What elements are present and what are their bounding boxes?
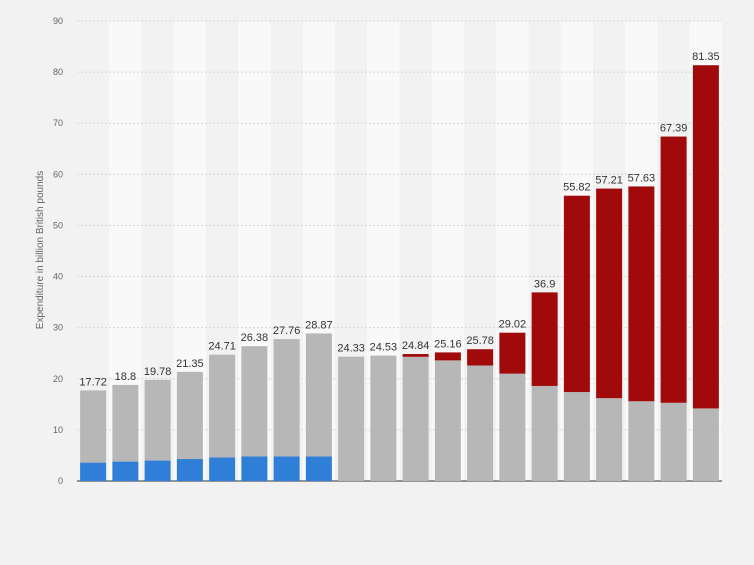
data-label: 57.63 bbox=[628, 172, 656, 184]
bar-segment-grey[interactable] bbox=[144, 379, 171, 461]
bar-segment-red[interactable] bbox=[660, 136, 687, 403]
y-axis-ticks: 0 10 20 30 40 50 60 70 80 90 bbox=[53, 16, 63, 486]
y-tick-label: 40 bbox=[53, 272, 63, 282]
bar-segment-grey[interactable] bbox=[434, 360, 461, 481]
y-tick-label: 30 bbox=[53, 323, 63, 333]
data-label: 27.76 bbox=[273, 325, 301, 337]
bar-segment-grey[interactable] bbox=[176, 371, 203, 460]
data-label: 25.78 bbox=[466, 335, 494, 347]
bar-segment-grey[interactable] bbox=[209, 354, 236, 458]
data-label: 57.21 bbox=[595, 175, 623, 187]
data-label: 24.84 bbox=[402, 340, 430, 352]
data-label: 36.9 bbox=[534, 278, 555, 290]
y-axis-label: Expenditure in billion British pounds bbox=[35, 171, 46, 329]
bar-segment-blue[interactable] bbox=[80, 462, 107, 481]
data-label: 21.35 bbox=[176, 358, 204, 370]
bar-segment-grey[interactable] bbox=[241, 346, 268, 457]
bar-segment-red[interactable] bbox=[467, 349, 494, 366]
bar-segment-grey[interactable] bbox=[112, 384, 139, 462]
data-labels: 17.72 18.8 19.78 21.35 24.71 26.38 27.76 28.87 2… bbox=[79, 51, 719, 388]
bars bbox=[80, 65, 719, 481]
data-label: 29.02 bbox=[499, 319, 527, 331]
bar-segment-red[interactable] bbox=[531, 292, 558, 386]
y-tick-label: 20 bbox=[53, 374, 63, 384]
bar-segment-blue[interactable] bbox=[305, 456, 332, 481]
bar-segment-red[interactable] bbox=[628, 186, 655, 402]
bar-segment-grey[interactable] bbox=[402, 356, 429, 481]
bar-segment-blue[interactable] bbox=[176, 459, 203, 481]
bar-segment-red[interactable] bbox=[563, 195, 590, 393]
y-tick-label: 70 bbox=[53, 118, 63, 128]
bar-segment-grey[interactable] bbox=[305, 333, 332, 457]
bar-segment-grey[interactable] bbox=[338, 356, 365, 481]
bar-segment-red[interactable] bbox=[596, 188, 623, 399]
bar-segment-blue[interactable] bbox=[273, 456, 300, 481]
bar-segment-grey[interactable] bbox=[596, 398, 623, 481]
bar-segment-grey[interactable] bbox=[660, 402, 687, 481]
y-tick-label: 10 bbox=[53, 425, 63, 435]
y-tick-label: 80 bbox=[53, 67, 63, 77]
bar-segment-grey[interactable] bbox=[531, 385, 558, 481]
bar-segment-grey[interactable] bbox=[692, 408, 719, 481]
bar-segment-grey[interactable] bbox=[499, 373, 526, 481]
bar-segment-red[interactable] bbox=[692, 65, 719, 409]
data-label: 55.82 bbox=[563, 182, 591, 194]
bar-segment-red[interactable] bbox=[499, 332, 526, 374]
bar-segment-grey[interactable] bbox=[628, 401, 655, 481]
y-tick-label: 60 bbox=[53, 169, 63, 179]
data-label: 24.71 bbox=[208, 341, 236, 353]
bar-segment-blue[interactable] bbox=[241, 456, 268, 481]
data-label: 24.53 bbox=[370, 342, 398, 354]
data-label: 26.38 bbox=[241, 332, 269, 344]
bar-segment-blue[interactable] bbox=[209, 457, 236, 481]
bar-segment-grey[interactable] bbox=[467, 365, 494, 481]
y-tick-label: 0 bbox=[58, 476, 63, 486]
data-label: 19.78 bbox=[144, 366, 172, 378]
bar-segment-blue[interactable] bbox=[144, 460, 171, 481]
data-label: 81.35 bbox=[692, 51, 720, 63]
bar-segment-grey[interactable] bbox=[273, 339, 300, 457]
bar-segment-blue[interactable] bbox=[112, 461, 139, 481]
bar-segment-red[interactable] bbox=[434, 352, 461, 361]
bar-segment-grey[interactable] bbox=[80, 390, 107, 463]
data-label: 24.33 bbox=[337, 343, 365, 355]
data-label: 17.72 bbox=[79, 376, 107, 388]
data-label: 67.39 bbox=[660, 123, 688, 135]
bar-segment-grey[interactable] bbox=[370, 355, 397, 481]
bar-segment-red[interactable] bbox=[402, 354, 429, 357]
bar-segment-grey[interactable] bbox=[563, 392, 590, 481]
y-tick-label: 50 bbox=[53, 220, 63, 230]
data-label: 25.16 bbox=[434, 338, 462, 350]
data-label: 18.8 bbox=[115, 371, 136, 383]
data-label: 28.87 bbox=[305, 319, 333, 331]
y-tick-label: 90 bbox=[53, 16, 63, 26]
